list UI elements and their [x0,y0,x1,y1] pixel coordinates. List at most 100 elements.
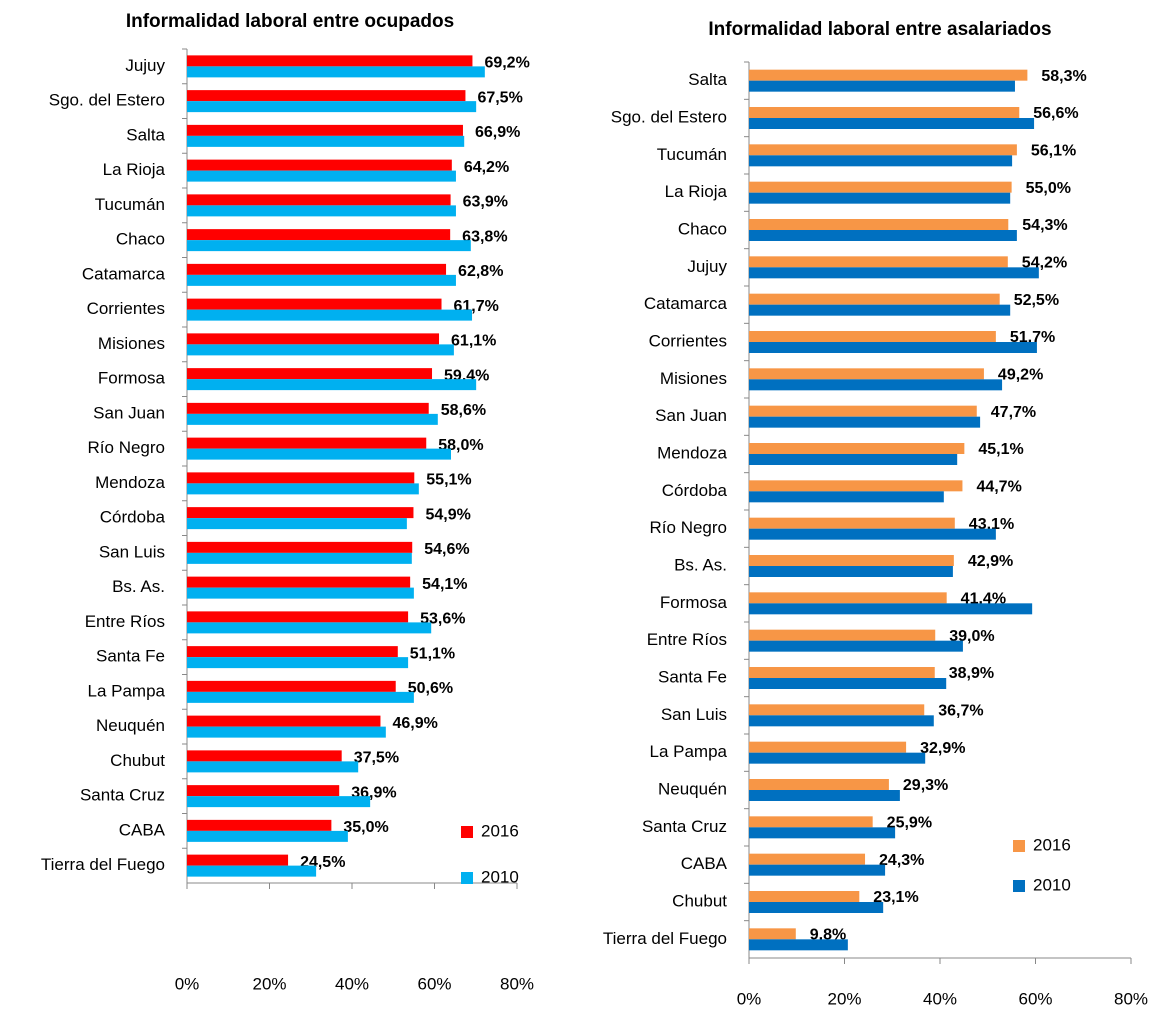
bar [749,704,925,716]
legend-swatch [1013,880,1025,892]
bar [187,379,477,391]
bar [187,622,432,634]
bar [749,629,936,641]
bar [187,785,340,797]
x-tick-label: 60% [1018,989,1052,1008]
bar [749,155,1013,167]
bar [187,274,456,286]
bar [187,483,419,495]
value-label: 39,0% [949,628,994,645]
x-tick-label: 0% [737,989,762,1008]
x-tick-label: 0% [175,974,200,993]
value-label: 56,1% [1031,143,1076,160]
chart-title: Informalidad laboral entre ocupados [126,11,454,32]
bar [749,342,1037,353]
value-label: 56,6% [1033,105,1078,122]
bar [749,566,953,577]
bar [749,528,996,540]
category-label: CABA [681,854,728,873]
bar [187,194,451,206]
bar [187,854,289,866]
category-label: Río Negro [88,438,165,457]
value-label: 36,7% [938,703,983,720]
bar [749,230,1017,241]
bar [749,517,955,529]
category-label: Jujuy [125,56,165,75]
bar [187,124,463,136]
value-label: 37,5% [354,750,399,767]
value-label: 47,7% [991,404,1036,421]
bar [749,715,934,727]
category-label: Sgo. del Estero [611,107,727,126]
value-label: 54,6% [424,541,469,558]
value-label: 50,6% [408,680,453,697]
bar [187,552,412,564]
bar [187,611,409,623]
category-label: Río Negro [650,518,727,537]
legend-swatch [461,826,473,838]
bar [749,256,1008,268]
category-label: Santa Fe [96,647,165,666]
category-label: Tucumán [657,145,727,164]
bar [749,741,907,753]
value-label: 64,2% [464,159,509,176]
category-label: La Pampa [88,681,166,700]
category-label: Misiones [98,334,165,353]
category-label: CABA [119,820,166,839]
category-label: Neuquén [658,779,727,798]
bar [749,368,984,380]
category-label: Tierra del Fuego [41,855,165,874]
bar [749,181,1012,193]
bar [749,331,996,342]
bar [749,752,926,764]
bar [187,298,442,310]
bar [187,437,427,449]
bar [187,402,429,414]
bar [187,263,447,275]
value-label: 9,8% [810,927,846,944]
category-label: Santa Cruz [642,817,727,836]
bar [749,827,896,839]
x-tick-label: 40% [335,974,369,993]
value-label: 58,3% [1041,68,1086,85]
bar [749,454,958,465]
bar [749,640,963,652]
bar [749,667,935,678]
bar [187,587,414,599]
category-label: Chubut [672,891,727,910]
legend-swatch [461,872,473,884]
bar [187,229,451,241]
bar [749,304,1011,316]
value-label: 44,7% [976,479,1021,496]
bar [187,55,473,67]
category-label: Santa Cruz [80,786,165,805]
category-label: San Juan [93,403,165,422]
bar [749,192,1011,204]
bar [187,413,438,425]
bar [187,750,342,762]
bar [749,107,1020,118]
bar [187,507,414,519]
chart-title: Informalidad laboral entre asalariados [708,19,1051,40]
value-label: 51,7% [1010,329,1055,346]
category-label: Mendoza [657,443,727,462]
category-label: Salta [688,70,727,89]
category-label: Salta [126,125,165,144]
value-label: 49,2% [998,367,1043,384]
value-label: 32,9% [920,740,965,757]
value-label: 61,1% [451,333,496,350]
category-label: La Pampa [650,742,728,761]
bar [187,159,452,171]
x-tick-label: 60% [417,974,451,993]
bar [187,368,433,380]
bar [749,603,1033,615]
value-label: 54,1% [422,576,467,593]
bar [187,344,454,356]
bar [187,448,451,460]
bar [187,333,440,345]
bar [749,853,866,865]
x-tick-label: 40% [923,989,957,1008]
bar [187,66,485,78]
value-label: 54,2% [1022,255,1067,272]
category-label: Corrientes [87,299,165,318]
